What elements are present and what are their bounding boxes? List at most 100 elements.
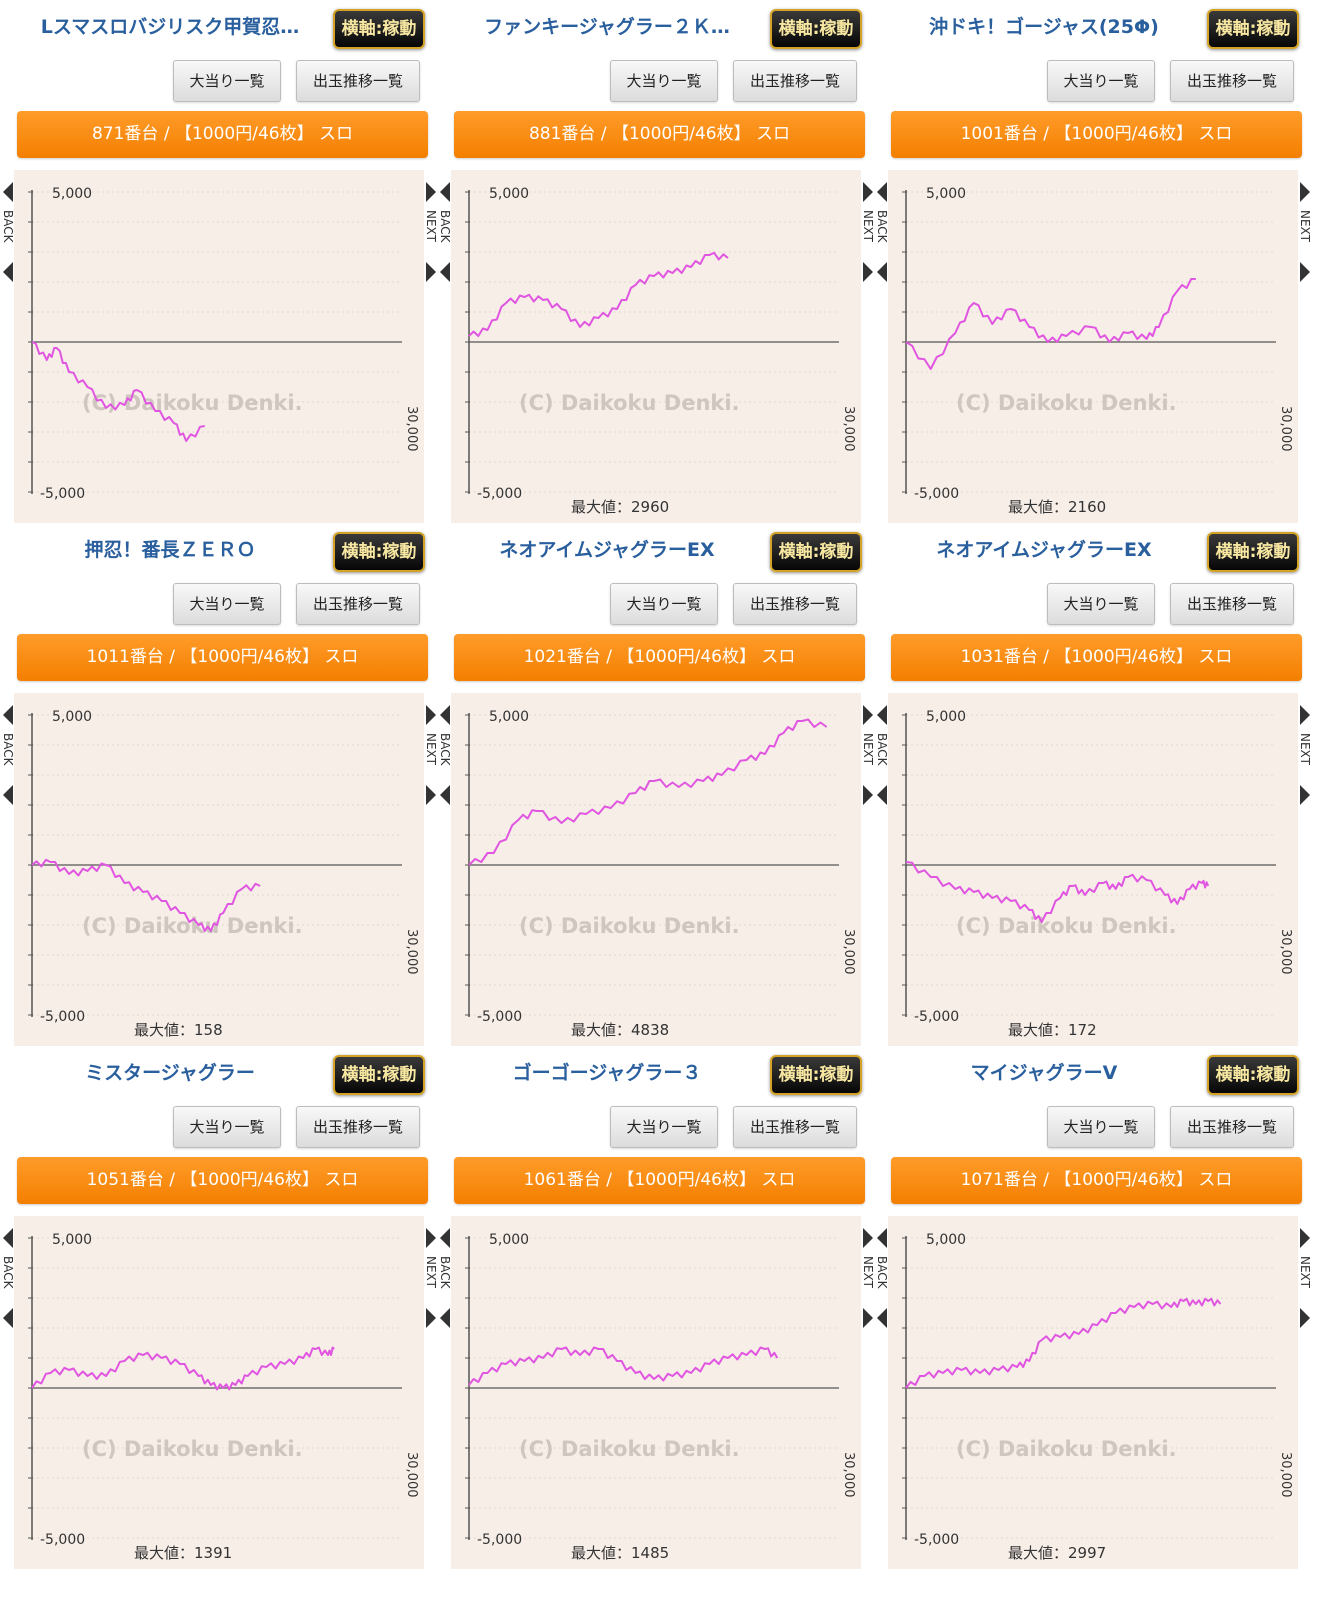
unit-info-bar[interactable]: 1011番台 / 【1000円/46枚】 スロ	[17, 634, 428, 681]
slump-graph: 5,000 -5,000 30,000 (C) Daikoku Denki. BACK N…	[437, 693, 877, 1055]
next-label: NEXT	[1298, 210, 1312, 243]
trend-list-button[interactable]: 出玉推移一覧	[733, 1106, 857, 1148]
bonus-list-button[interactable]: 大当り一覧	[610, 60, 718, 102]
max-value-label: 最大値：2960	[571, 498, 669, 516]
unit-info-bar[interactable]: 1071番台 / 【1000円/46枚】 スロ	[891, 1157, 1302, 1204]
machine-title[interactable]: 沖ドキ！ゴージャス(25Φ)	[929, 16, 1159, 38]
unit-info-bar[interactable]: 1051番台 / 【1000円/46枚】 スロ	[17, 1157, 428, 1204]
back-arrow-icon	[3, 262, 13, 282]
unit-info-bar[interactable]: 1031番台 / 【1000円/46枚】 スロ	[891, 634, 1302, 681]
graph-background	[451, 693, 861, 1046]
watermark-text: (C) Daikoku Denki.	[82, 391, 303, 415]
bonus-list-button[interactable]: 大当り一覧	[610, 1106, 718, 1148]
unit-info-bar[interactable]: 1021番台 / 【1000円/46枚】 スロ	[454, 634, 865, 681]
next-label: NEXT	[861, 1256, 875, 1289]
back-label: BACK	[875, 210, 889, 244]
machine-title[interactable]: ネオアイムジャグラーEX	[499, 539, 715, 561]
graph-svg: 5,000 -5,000 30,000 (C) Daikoku Denki. BACK N…	[1, 693, 438, 1046]
x-max-label: 30,000	[1278, 929, 1293, 975]
bonus-list-button[interactable]: 大当り一覧	[173, 583, 281, 625]
next-arrow-icon	[1300, 785, 1310, 805]
axis-toggle-button[interactable]: 横軸:稼動	[770, 9, 862, 49]
graph-background	[888, 693, 1298, 1046]
axis-toggle-button[interactable]: 横軸:稼動	[1207, 1055, 1299, 1095]
slump-line	[468, 1346, 779, 1386]
machine-title[interactable]: ミスタージャグラー	[85, 1062, 255, 1084]
trend-list-button[interactable]: 出玉推移一覧	[1170, 1106, 1294, 1148]
trend-list-button[interactable]: 出玉推移一覧	[296, 583, 420, 625]
axis-toggle-button[interactable]: 横軸:稼動	[770, 1055, 862, 1095]
slump-line	[31, 1346, 335, 1391]
back-arrow-icon	[3, 785, 13, 805]
y-top-label: 5,000	[52, 1232, 92, 1248]
x-max-label: 30,000	[404, 929, 419, 975]
unit-info-bar[interactable]: 871番台 / 【1000円/46枚】 スロ	[17, 111, 428, 158]
next-arrow-icon	[863, 705, 873, 725]
back-arrow-icon	[3, 1228, 13, 1248]
slump-graph: 5,000 -5,000 30,000 (C) Daikoku Denki. BACK N…	[0, 1216, 440, 1578]
axis-toggle-button[interactable]: 横軸:稼動	[333, 532, 425, 572]
x-max-label: 30,000	[404, 1452, 419, 1498]
back-arrow-icon	[3, 182, 13, 202]
slump-line	[905, 861, 1210, 923]
bonus-list-button[interactable]: 大当り一覧	[1047, 1106, 1155, 1148]
back-label: BACK	[438, 733, 452, 767]
axis-toggle-button[interactable]: 横軸:稼動	[333, 1055, 425, 1095]
watermark-text: (C) Daikoku Denki.	[956, 1437, 1177, 1461]
back-arrow-icon	[877, 1228, 887, 1248]
trend-list-button[interactable]: 出玉推移一覧	[733, 60, 857, 102]
slump-graph: 5,000 -5,000 30,000 (C) Daikoku Denki. BACK N…	[437, 1216, 877, 1578]
graph-svg: 5,000 -5,000 30,000 (C) Daikoku Denki. BACK N…	[1, 170, 438, 523]
bonus-list-button[interactable]: 大当り一覧	[1047, 583, 1155, 625]
back-arrow-icon	[440, 1308, 450, 1328]
next-arrow-icon	[863, 785, 873, 805]
next-arrow-icon	[1300, 1308, 1310, 1328]
bonus-list-button[interactable]: 大当り一覧	[173, 60, 281, 102]
unit-info-bar[interactable]: 1001番台 / 【1000円/46枚】 スロ	[891, 111, 1302, 158]
machine-title[interactable]: マイジャグラーV	[970, 1062, 1118, 1084]
axis-toggle-button[interactable]: 横軸:稼動	[770, 532, 862, 572]
back-arrow-icon	[440, 262, 450, 282]
machine-title[interactable]: ファンキージャグラー２Ｋ…	[484, 16, 730, 38]
machine-title[interactable]: 押忍！番長ＺＥＲＯ	[84, 539, 256, 561]
slump-graph: 5,000 -5,000 30,000 (C) Daikoku Denki. BACK N…	[0, 170, 440, 532]
x-max-label: 30,000	[1278, 406, 1293, 452]
trend-list-button[interactable]: 出玉推移一覧	[733, 583, 857, 625]
bonus-list-button[interactable]: 大当り一覧	[173, 1106, 281, 1148]
trend-list-button[interactable]: 出玉推移一覧	[296, 60, 420, 102]
max-value-label: 最大値：2160	[1008, 498, 1106, 516]
back-label: BACK	[875, 1256, 889, 1290]
y-bottom-label: -5,000	[914, 1532, 959, 1548]
next-label: NEXT	[424, 1256, 438, 1289]
trend-list-button[interactable]: 出玉推移一覧	[1170, 60, 1294, 102]
trend-list-button[interactable]: 出玉推移一覧	[1170, 583, 1294, 625]
x-max-label: 30,000	[1278, 1452, 1293, 1498]
next-arrow-icon	[426, 262, 436, 282]
max-value-label: 最大値：172	[1008, 1021, 1097, 1039]
max-value-label: 最大値：1485	[571, 1544, 669, 1562]
graph-svg: 5,000 -5,000 30,000 (C) Daikoku Denki. BACK N…	[438, 693, 875, 1046]
max-value-label: 最大値：2997	[1008, 1544, 1106, 1562]
graph-background	[14, 693, 424, 1046]
unit-info-bar[interactable]: 881番台 / 【1000円/46枚】 スロ	[454, 111, 865, 158]
machine-title[interactable]: ゴーゴージャグラー３	[512, 1062, 702, 1084]
graph-svg: 5,000 -5,000 30,000 (C) Daikoku Denki. BACK N…	[1, 1216, 438, 1569]
axis-toggle-button[interactable]: 横軸:稼動	[1207, 532, 1299, 572]
slump-line	[905, 278, 1196, 370]
next-arrow-icon	[1300, 1228, 1310, 1248]
watermark-text: (C) Daikoku Denki.	[519, 1437, 740, 1461]
bonus-list-button[interactable]: 大当り一覧	[610, 583, 718, 625]
trend-list-button[interactable]: 出玉推移一覧	[296, 1106, 420, 1148]
machine-title[interactable]: Lスマスロバジリスク甲賀忍…	[40, 16, 300, 38]
axis-toggle-button[interactable]: 横軸:稼動	[333, 9, 425, 49]
machine-title[interactable]: ネオアイムジャグラーEX	[936, 539, 1152, 561]
graph-background	[888, 170, 1298, 523]
next-arrow-icon	[426, 1308, 436, 1328]
watermark-text: (C) Daikoku Denki.	[519, 391, 740, 415]
y-top-label: 5,000	[489, 186, 529, 202]
machine-card: Lスマスロバジリスク甲賀忍… 横軸:稼動 大当り一覧 出玉推移一覧 871番台 …	[0, 0, 440, 533]
unit-info-bar[interactable]: 1061番台 / 【1000円/46枚】 スロ	[454, 1157, 865, 1204]
bonus-list-button[interactable]: 大当り一覧	[1047, 60, 1155, 102]
y-top-label: 5,000	[926, 709, 966, 725]
axis-toggle-button[interactable]: 横軸:稼動	[1207, 9, 1299, 49]
